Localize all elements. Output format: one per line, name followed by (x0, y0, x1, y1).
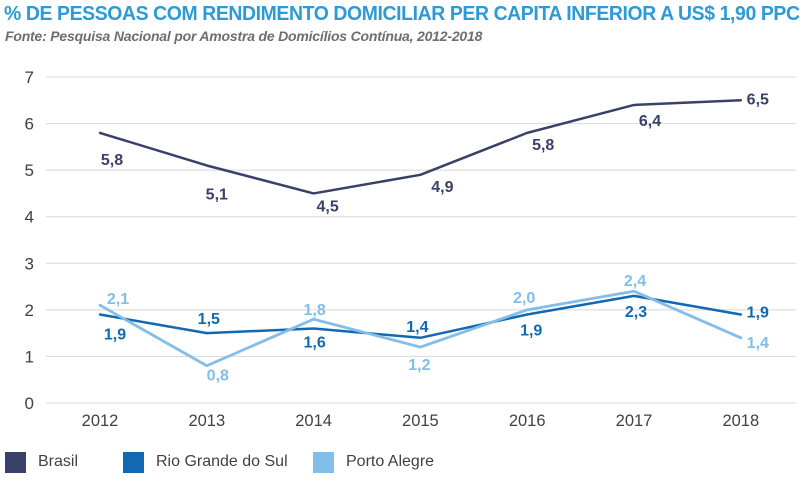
y-tick-3: 3 (25, 254, 34, 273)
chart-title: % DE PESSOAS COM RENDIMENTO DOMICILIAR P… (4, 3, 800, 25)
legend-item-rio-grande-do-sul: Rio Grande do Sul (123, 451, 288, 473)
chart-source: Fonte: Pesquisa Nacional por Amostra de … (5, 28, 483, 44)
legend-swatch-brasil (5, 451, 26, 473)
legend-item-porto-alegre: Porto Alegre (313, 451, 434, 473)
y-tick-4: 4 (25, 208, 34, 227)
data-label: 4,5 (316, 198, 338, 215)
data-label: 5,8 (101, 152, 123, 169)
data-label: 5,1 (206, 186, 228, 203)
data-label: 6,5 (747, 91, 769, 108)
line-chart-canvas: 0 1 2 3 4 5 6 7 2012 2013 2014 2015 2016 2017 2018 5,8 5… (25, 68, 796, 430)
x-tick-2014: 2014 (295, 412, 332, 430)
x-tick-2018: 2018 (722, 412, 759, 430)
data-label: 1,6 (303, 334, 325, 351)
series-line-porto-alegre (98, 289, 743, 368)
data-label: 2,4 (624, 273, 646, 290)
legend-label-porto-alegre: Porto Alegre (346, 453, 435, 470)
legend-swatch-rio-grande-do-sul (123, 451, 144, 473)
y-tick-6: 6 (25, 115, 34, 134)
legend-item-brasil: Brasil (5, 451, 78, 473)
legend-label-brasil: Brasil (38, 453, 79, 470)
legend-label-rio-grande-do-sul: Rio Grande do Sul (156, 453, 288, 470)
data-label: 2,3 (625, 304, 647, 321)
data-label: 1,9 (747, 305, 769, 322)
x-tick-2016: 2016 (509, 412, 546, 430)
x-tick-2012: 2012 (82, 412, 119, 430)
y-tick-2: 2 (25, 301, 34, 320)
y-tick-5: 5 (25, 161, 34, 180)
data-label: 1,9 (520, 323, 542, 340)
data-label: 4,9 (431, 179, 453, 196)
series-line-brasil (98, 99, 743, 195)
y-tick-7: 7 (25, 68, 34, 87)
y-tick-0: 0 (25, 394, 34, 413)
y-tick-1: 1 (25, 347, 34, 366)
x-tick-2013: 2013 (188, 412, 225, 430)
data-label: 0,8 (207, 368, 229, 385)
data-label: 1,8 (303, 302, 325, 319)
data-label: 1,4 (747, 335, 769, 352)
series-line-rio-grande-do-sul (98, 294, 743, 340)
data-label: 6,4 (639, 113, 661, 130)
chart-legend: Brasil Rio Grande do Sul Porto Alegre (0, 451, 800, 475)
x-tick-2015: 2015 (402, 412, 439, 430)
data-label: 1,4 (406, 319, 428, 336)
data-label: 1,2 (408, 357, 430, 374)
x-tick-2017: 2017 (616, 412, 653, 430)
data-label: 2,1 (107, 291, 129, 308)
data-label: 1,9 (104, 327, 126, 344)
data-label: 1,5 (198, 311, 220, 328)
legend-swatch-porto-alegre (313, 451, 334, 473)
data-label: 2,0 (513, 290, 535, 307)
data-label: 5,8 (532, 137, 554, 154)
